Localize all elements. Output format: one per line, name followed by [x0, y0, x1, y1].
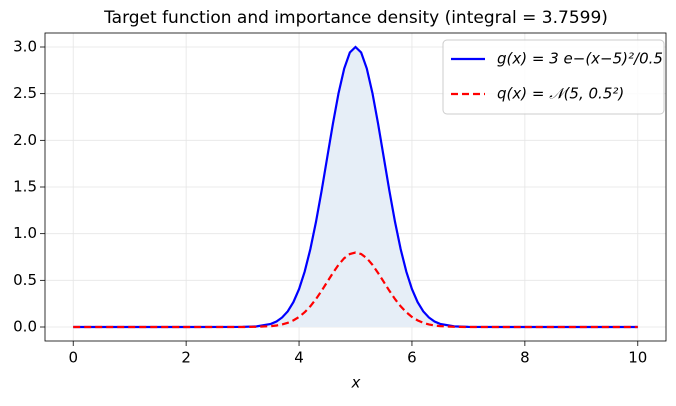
line-series — [73, 45, 638, 329]
legend-label: g(x) = 3 e−(x−5)²/0.5 — [497, 50, 663, 68]
x-tick-label: 10 — [628, 349, 647, 367]
x-tick-label: 6 — [407, 349, 417, 367]
y-tick-label: 0.0 — [13, 318, 37, 336]
y-tick-label: 0.5 — [13, 271, 37, 289]
x-tick-label: 4 — [294, 349, 304, 367]
x-tick-label: 0 — [68, 349, 78, 367]
legend-label: q(x) = 𝒩(5, 0.5²) — [497, 85, 624, 103]
y-tick-label: 1.5 — [13, 178, 37, 196]
area-fill — [73, 47, 638, 327]
x-axis-label: x — [351, 374, 361, 392]
y-tick-label: 3.0 — [13, 38, 37, 56]
y-tick-label: 2.0 — [13, 131, 37, 149]
plot-frame — [44, 32, 667, 342]
line-series — [73, 251, 638, 329]
legend-box — [442, 39, 665, 115]
x-tick-label: 8 — [520, 349, 530, 367]
y-tick-label: 1.0 — [13, 224, 37, 242]
x-tick-label: 2 — [181, 349, 191, 367]
y-tick-label: 2.5 — [13, 84, 37, 102]
chart-title: Target function and importance density (… — [103, 8, 608, 28]
